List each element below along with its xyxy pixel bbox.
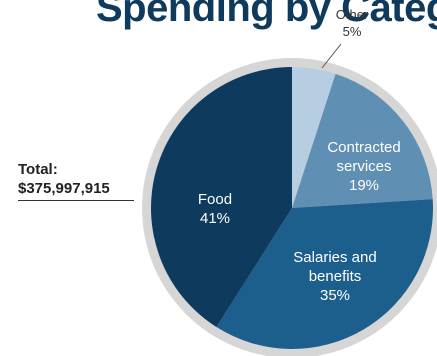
- total-label-text: Total:: [18, 161, 58, 178]
- slice-percent: 5%: [342, 24, 362, 39]
- pie-slice-food: [150, 67, 292, 328]
- slice-name: Other: [335, 7, 369, 22]
- slice-name: Salaries and: [293, 249, 377, 266]
- pie-slices: [150, 67, 433, 349]
- slice-label-food: Food 41%: [180, 190, 250, 228]
- total-pointer-line: [18, 200, 134, 201]
- slice-name: Contracted: [327, 139, 401, 156]
- slice-label-salaries-and-benefits: Salaries and benefits 35%: [275, 248, 395, 305]
- slice-percent: 35%: [319, 287, 351, 304]
- total-label: Total: $375,997,915: [18, 160, 110, 198]
- pie-slice-contracted-services: [292, 73, 433, 208]
- other-leader-line: [321, 43, 342, 69]
- slice-label-contracted-services: Contracted services 19%: [309, 138, 419, 195]
- pie-slice-other: [292, 67, 336, 208]
- slice-name: Food: [197, 191, 233, 208]
- pie-slice-salaries-and-benefits: [216, 199, 433, 349]
- total-value: $375,997,915: [18, 180, 110, 197]
- slice-label-other: Other 5%: [322, 6, 382, 40]
- chart-title: Spending by Categ: [96, 0, 437, 30]
- slice-name: services: [336, 158, 392, 175]
- slice-name: benefits: [308, 268, 362, 285]
- slice-percent: 41%: [199, 210, 231, 227]
- slice-percent: 19%: [348, 177, 380, 194]
